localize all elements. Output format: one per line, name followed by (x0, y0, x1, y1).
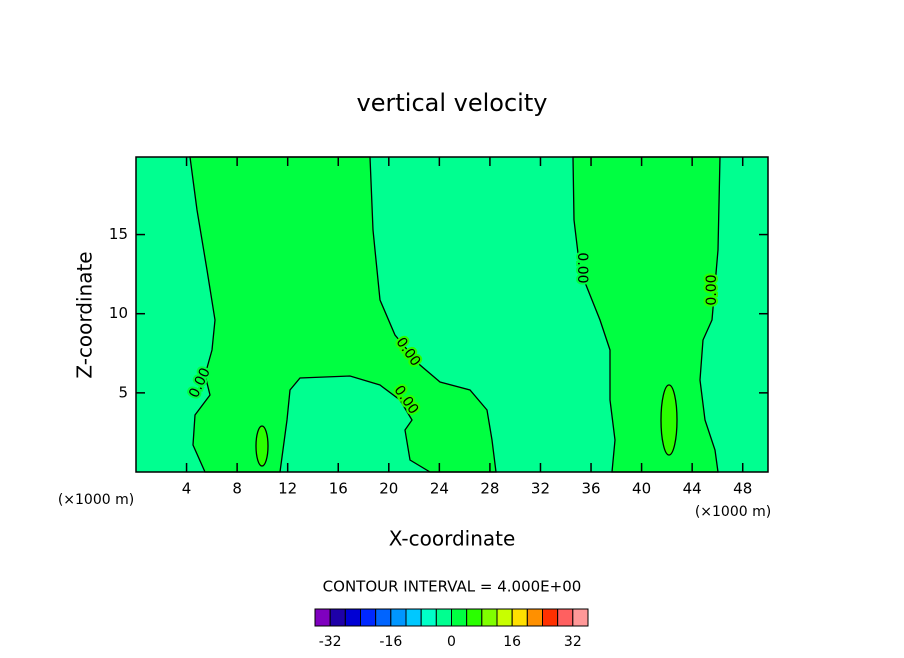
colorbar-box (511, 608, 528, 627)
contour-region (189, 156, 497, 473)
plot-frame (135, 156, 769, 473)
colorbar-box (329, 608, 346, 627)
colorbar-box (526, 608, 543, 627)
x-tick-label: 32 (531, 480, 550, 498)
y-tick-label: 15 (109, 225, 128, 243)
x-tick-label: 28 (480, 480, 499, 498)
x-tick-label: 8 (232, 480, 242, 498)
x-tick-label: 48 (733, 480, 752, 498)
colorbar-box (420, 608, 437, 627)
x-tick-label: 20 (379, 480, 398, 498)
colorbar-box (435, 608, 453, 627)
y-axis-label: Z-coordinate (73, 251, 97, 378)
contour-label: 0.00 (574, 252, 590, 283)
colorbar-tick-label: 0 (447, 634, 456, 650)
contour-region (660, 384, 678, 456)
x-tick-label: 24 (430, 480, 449, 498)
x-tick-label: 40 (632, 480, 651, 498)
chart-title: vertical velocity (357, 89, 548, 117)
x-tick-label: 12 (278, 480, 297, 498)
colorbar-box (314, 608, 331, 627)
x-tick-label: 44 (683, 480, 702, 498)
interval-label: CONTOUR INTERVAL = 4.000E+00 (323, 578, 582, 596)
colorbar-tick-label: 16 (503, 634, 521, 650)
y-tick-label: 5 (118, 383, 128, 401)
colorbar-box (375, 608, 392, 627)
colorbar-box (557, 608, 574, 627)
colorbar-tick-label: 32 (564, 634, 582, 650)
colorbar-box (466, 608, 483, 627)
colorbar-box (496, 608, 513, 627)
contour-region (255, 425, 269, 467)
colorbar-box (481, 608, 498, 627)
x-tick-label: 4 (182, 480, 192, 498)
colorbar-box (542, 608, 559, 627)
colorbar-box (360, 608, 377, 627)
colorbar-box (572, 608, 589, 627)
x-unit-label: (×1000 m) (695, 504, 771, 520)
contour-label: 0.00 (704, 274, 720, 305)
colorbar-box (405, 608, 422, 627)
colorbar-tick-label: -16 (379, 634, 402, 650)
y-unit-label: (×1000 m) (58, 492, 134, 508)
colorbar-box (451, 608, 468, 627)
y-tick-label: 10 (109, 304, 128, 322)
x-axis-label: X-coordinate (389, 527, 516, 551)
colorbar-box (390, 608, 407, 627)
colorbar-box (344, 608, 362, 627)
colorbar-tick-label: -32 (319, 634, 342, 650)
x-tick-label: 16 (329, 480, 348, 498)
x-tick-label: 36 (581, 480, 600, 498)
